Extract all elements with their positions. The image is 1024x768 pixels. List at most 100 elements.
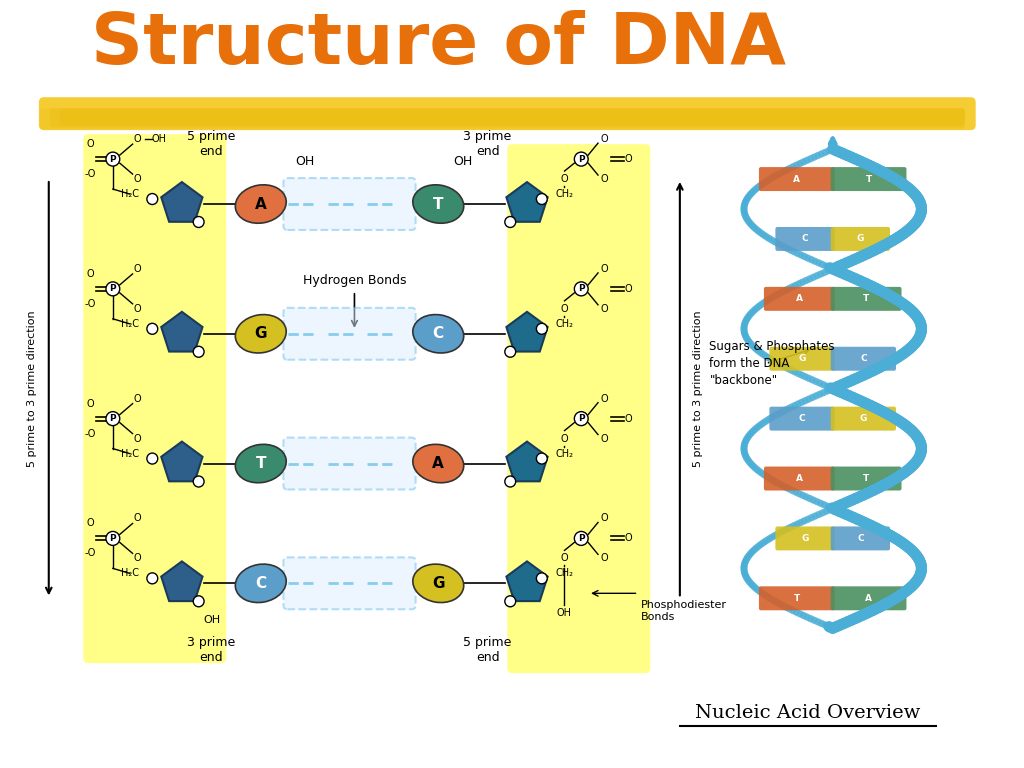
Text: H₂C: H₂C <box>121 568 138 578</box>
FancyBboxPatch shape <box>775 227 835 251</box>
Text: O: O <box>625 414 633 424</box>
Text: O: O <box>600 304 607 314</box>
Circle shape <box>194 346 204 357</box>
Text: H₂C: H₂C <box>121 319 138 329</box>
Text: C: C <box>860 354 866 363</box>
Text: P: P <box>578 534 585 543</box>
Polygon shape <box>161 182 203 222</box>
Text: 3 prime
end: 3 prime end <box>187 636 236 664</box>
FancyBboxPatch shape <box>769 347 835 371</box>
Polygon shape <box>507 312 548 352</box>
Text: G: G <box>860 414 867 423</box>
Text: P: P <box>110 534 116 543</box>
Circle shape <box>505 596 516 607</box>
Text: CH₂: CH₂ <box>555 568 573 578</box>
Circle shape <box>574 152 588 166</box>
FancyBboxPatch shape <box>40 108 965 129</box>
Text: 5 prime
end: 5 prime end <box>464 636 512 664</box>
Text: O: O <box>134 394 141 404</box>
Ellipse shape <box>236 185 287 223</box>
Ellipse shape <box>413 564 464 603</box>
Circle shape <box>574 282 588 296</box>
Circle shape <box>537 453 547 464</box>
Ellipse shape <box>236 564 287 603</box>
Text: T: T <box>433 197 443 211</box>
Text: O: O <box>561 304 568 314</box>
Text: T: T <box>863 294 869 303</box>
Polygon shape <box>161 442 203 482</box>
Text: O: O <box>600 554 607 564</box>
Polygon shape <box>161 312 203 352</box>
Text: O: O <box>86 518 94 528</box>
Ellipse shape <box>413 315 464 353</box>
FancyBboxPatch shape <box>830 406 896 431</box>
FancyBboxPatch shape <box>830 586 906 611</box>
FancyBboxPatch shape <box>830 347 896 371</box>
Text: C: C <box>433 326 443 341</box>
Circle shape <box>194 596 204 607</box>
Polygon shape <box>161 561 203 601</box>
FancyBboxPatch shape <box>830 526 890 551</box>
Circle shape <box>537 573 547 584</box>
Text: Hydrogen Bonds: Hydrogen Bonds <box>303 274 407 287</box>
Text: O: O <box>134 434 141 444</box>
Ellipse shape <box>413 185 464 223</box>
Circle shape <box>105 531 120 545</box>
Circle shape <box>105 412 120 425</box>
Text: A: A <box>255 197 266 211</box>
Text: A: A <box>794 174 801 184</box>
Text: O: O <box>561 174 568 184</box>
Text: O: O <box>86 139 94 149</box>
Text: O: O <box>600 514 607 524</box>
FancyBboxPatch shape <box>764 466 835 491</box>
FancyBboxPatch shape <box>284 438 416 489</box>
Text: -O: -O <box>85 548 96 558</box>
Text: O: O <box>86 399 94 409</box>
Text: -O: -O <box>85 429 96 439</box>
Circle shape <box>146 194 158 204</box>
Text: G: G <box>799 354 806 363</box>
Circle shape <box>105 282 120 296</box>
Text: OH: OH <box>152 134 167 144</box>
FancyBboxPatch shape <box>830 227 890 251</box>
Text: C: C <box>857 534 863 543</box>
Text: P: P <box>578 154 585 164</box>
Text: O: O <box>625 154 633 164</box>
Text: T: T <box>865 174 871 184</box>
Text: O: O <box>134 554 141 564</box>
Circle shape <box>146 573 158 584</box>
Text: O: O <box>86 269 94 279</box>
Text: P: P <box>110 414 116 423</box>
Circle shape <box>146 453 158 464</box>
Text: O: O <box>600 134 607 144</box>
FancyBboxPatch shape <box>830 287 901 311</box>
Text: OH: OH <box>557 608 572 618</box>
Text: CH₂: CH₂ <box>555 449 573 458</box>
FancyBboxPatch shape <box>769 406 835 431</box>
Polygon shape <box>507 182 548 222</box>
Text: -O: -O <box>85 299 96 309</box>
Text: Phosphodiester
Bonds: Phosphodiester Bonds <box>640 601 726 622</box>
Text: T: T <box>794 594 800 603</box>
Text: H₂C: H₂C <box>121 449 138 458</box>
Circle shape <box>574 531 588 545</box>
Text: H₂C: H₂C <box>121 189 138 199</box>
Polygon shape <box>507 442 548 482</box>
Text: O: O <box>134 174 141 184</box>
Text: C: C <box>802 234 808 243</box>
Text: 5 prime to 3 prime direction: 5 prime to 3 prime direction <box>692 310 702 467</box>
Text: T: T <box>863 474 869 483</box>
Text: Nucleic Acid Overview: Nucleic Acid Overview <box>695 704 921 722</box>
Text: P: P <box>578 284 585 293</box>
Text: O: O <box>625 284 633 294</box>
FancyBboxPatch shape <box>775 526 835 551</box>
Ellipse shape <box>236 315 287 353</box>
Circle shape <box>194 217 204 227</box>
Text: O: O <box>134 134 141 144</box>
Circle shape <box>537 194 547 204</box>
Text: O: O <box>625 534 633 544</box>
Text: G: G <box>857 234 864 243</box>
Text: A: A <box>432 456 444 471</box>
Text: O: O <box>134 304 141 314</box>
FancyBboxPatch shape <box>759 167 835 191</box>
